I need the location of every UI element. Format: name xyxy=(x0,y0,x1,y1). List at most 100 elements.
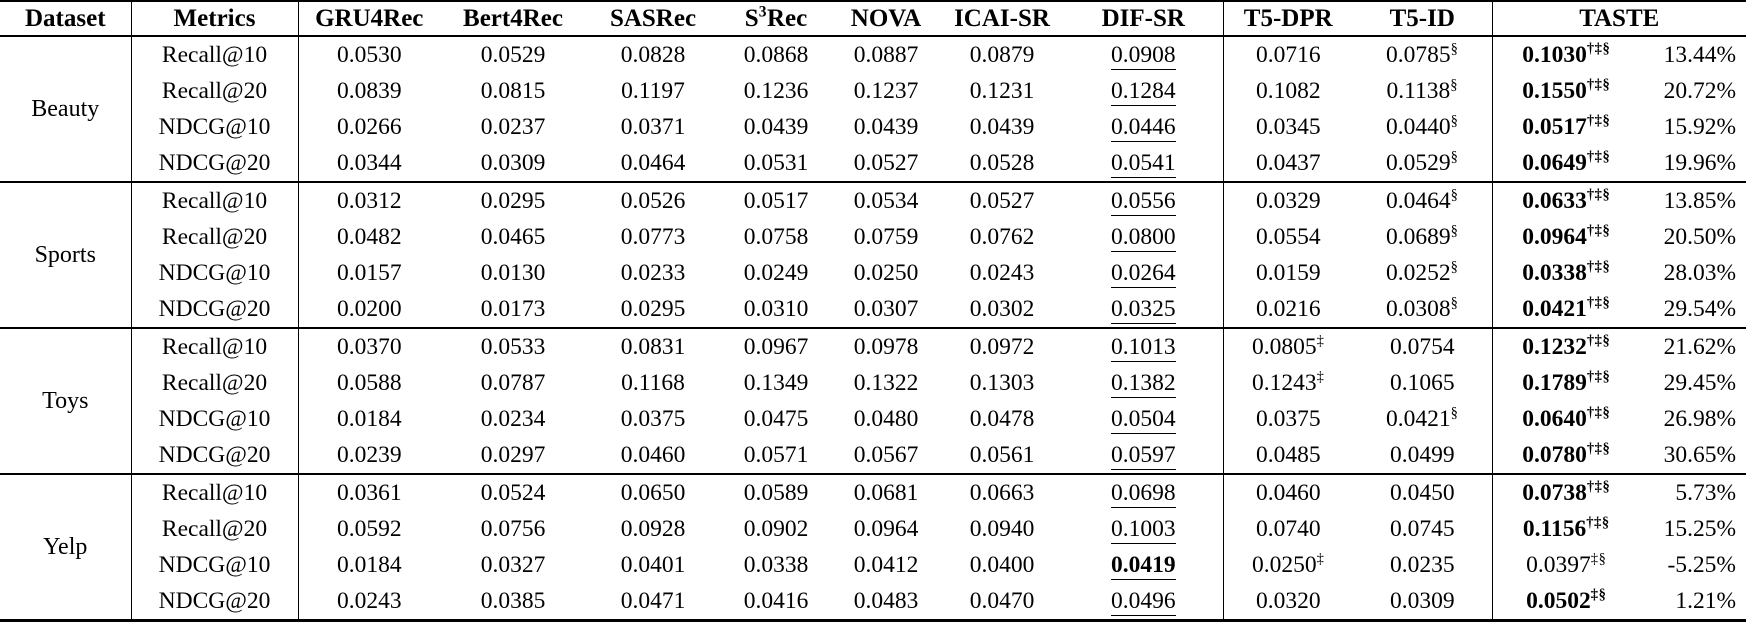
metric-value: 0.0787 xyxy=(480,369,546,396)
metric-value: 0.0370 xyxy=(336,333,402,360)
value-cell: 0.0243 xyxy=(940,255,1064,291)
table-row: Sports Recall@10 0.0312 0.0295 0.0526 0.0517 0… xyxy=(0,181,1746,328)
significance-marker: ‡§ xyxy=(1590,586,1607,603)
metric-value: 0.0464 xyxy=(620,149,686,176)
value-cell: 0.0249 xyxy=(720,255,832,291)
value-cell: 0.0698 xyxy=(1064,473,1224,511)
value-cell: 0.0200 xyxy=(298,291,440,328)
metric-label: Recall@20 xyxy=(131,73,299,109)
metric-value: 0.0446 xyxy=(1110,113,1176,142)
value-cell: 0.0157 xyxy=(298,255,440,291)
metric-value: 0.1550†‡§ xyxy=(1522,76,1611,104)
significance-marker: †‡§ xyxy=(1586,404,1611,421)
metric-value: 0.0526 xyxy=(620,187,686,214)
significance-marker: †‡§ xyxy=(1586,478,1611,495)
metric-value: 0.0483 xyxy=(853,587,919,614)
metric-value: 0.0237 xyxy=(480,113,546,140)
dataset-label: Sports xyxy=(0,181,132,328)
metric-value: 0.0928 xyxy=(620,515,686,542)
value-cell: 0.0787 xyxy=(440,365,586,401)
metric-value: 0.0249 xyxy=(743,259,809,286)
taste-value-cell: 0.0517†‡§ xyxy=(1492,109,1640,145)
value-cell: 0.0756 xyxy=(440,511,586,547)
metric-value: 0.0908 xyxy=(1110,41,1176,70)
metric-value: 0.0412 xyxy=(853,551,919,578)
metric-value: 0.0964†‡§ xyxy=(1522,222,1611,250)
significance-marker: ‡ xyxy=(1316,550,1325,567)
value-cell: 0.0689§ xyxy=(1353,219,1493,255)
metric-value: 0.1138§ xyxy=(1386,76,1459,104)
metric-value: 0.0805‡ xyxy=(1252,332,1325,360)
metric-value: 0.0338 xyxy=(743,551,809,578)
col-header-t5-dpr: T5-DPR xyxy=(1223,1,1353,37)
metric-value: 0.0439 xyxy=(853,113,919,140)
metric-value: 0.0397‡§ xyxy=(1526,550,1607,578)
metric-label: NDCG@10 xyxy=(131,109,299,145)
value-cell: 0.0184 xyxy=(298,401,440,437)
metric-value: 0.0800 xyxy=(1110,223,1176,252)
value-cell: 0.1303 xyxy=(940,365,1064,401)
improvement-cell: 15.25% xyxy=(1663,515,1737,542)
value-cell: 0.0740 xyxy=(1223,511,1353,547)
significance-marker: ‡ xyxy=(1316,332,1325,349)
col-header-dataset: Dataset xyxy=(0,1,132,37)
significance-marker: †‡§ xyxy=(1586,368,1611,385)
metric-value: 0.0868 xyxy=(743,41,809,68)
metric-label: NDCG@10 xyxy=(131,401,299,437)
value-cell: 0.0307 xyxy=(832,291,940,328)
metric-value: 0.0243 xyxy=(336,587,402,614)
col-header-sasrec: SASRec xyxy=(586,1,720,37)
table-row: NDCG@20 0.0243 0.0385 0.0471 0.0416 0.0483 0.0… xyxy=(0,583,1746,621)
value-cell: 0.0416 xyxy=(720,583,832,621)
metric-value: 0.0345 xyxy=(1255,113,1321,140)
metric-value: 0.0460 xyxy=(620,441,686,468)
value-cell: 0.1082 xyxy=(1223,73,1353,109)
metric-value: 0.0297 xyxy=(480,441,546,468)
col-header-bert4rec: Bert4Rec xyxy=(440,1,586,37)
metric-label: NDCG@10 xyxy=(131,547,299,583)
improvement-cell: -5.25% xyxy=(1667,551,1737,578)
table-row: Toys Recall@10 0.0370 0.0533 0.0831 0.0967 0.0… xyxy=(0,327,1746,474)
taste-value-cell: 0.0640†‡§ xyxy=(1492,401,1640,437)
metric-label: Recall@10 xyxy=(131,473,299,511)
value-cell: 0.0471 xyxy=(586,583,720,621)
metric-value: 0.1082 xyxy=(1255,77,1321,104)
value-cell: 0.0745 xyxy=(1353,511,1493,547)
metric-value: 0.0588 xyxy=(336,369,402,396)
s3rec-rest: Rec xyxy=(766,4,808,32)
dataset-label: Yelp xyxy=(0,473,132,621)
metric-value: 0.0295 xyxy=(620,295,686,322)
value-cell: 0.0524 xyxy=(440,473,586,511)
metric-value: 0.0649†‡§ xyxy=(1522,148,1611,176)
metric-value: 0.0325 xyxy=(1110,295,1176,324)
metric-value: 0.0762 xyxy=(969,223,1035,250)
significance-marker: †‡§ xyxy=(1586,258,1611,275)
value-cell: 0.0815 xyxy=(440,73,586,109)
table-row: NDCG@10 0.0184 0.0234 0.0375 0.0475 0.0480 0.0… xyxy=(0,401,1746,437)
value-cell: 0.0235 xyxy=(1353,547,1493,583)
metric-value: 0.0571 xyxy=(743,441,809,468)
significance-marker: § xyxy=(1450,112,1459,129)
improvement-cell: 5.73% xyxy=(1640,473,1746,511)
col-header-taste: TASTE xyxy=(1492,1,1746,37)
table-row: Recall@20 0.0588 0.0787 0.1168 0.1349 0.1322 0… xyxy=(0,365,1746,401)
metric-value: 0.0756 xyxy=(480,515,546,542)
value-cell: 0.0480 xyxy=(832,401,940,437)
value-cell: 0.0312 xyxy=(298,181,440,219)
metric-value: 0.0480 xyxy=(853,405,919,432)
metric-value: 0.1168 xyxy=(621,369,685,396)
metric-value: 0.0815 xyxy=(480,77,546,104)
value-cell: 0.0887 xyxy=(832,36,940,73)
metric-value: 0.1030†‡§ xyxy=(1522,40,1611,68)
significance-marker: †‡§ xyxy=(1586,222,1611,239)
significance-marker: § xyxy=(1450,404,1459,421)
value-cell: 0.0308§ xyxy=(1353,291,1493,328)
metric-value: 0.1231 xyxy=(969,77,1035,104)
metric-label: Recall@10 xyxy=(131,181,299,219)
metric-value: 0.0308§ xyxy=(1386,294,1459,322)
value-cell: 0.0440§ xyxy=(1353,109,1493,145)
value-cell: 0.0534 xyxy=(832,181,940,219)
metric-value: 0.0440§ xyxy=(1386,112,1459,140)
metric-value: 0.0159 xyxy=(1255,259,1321,286)
value-cell: 0.0465 xyxy=(440,219,586,255)
